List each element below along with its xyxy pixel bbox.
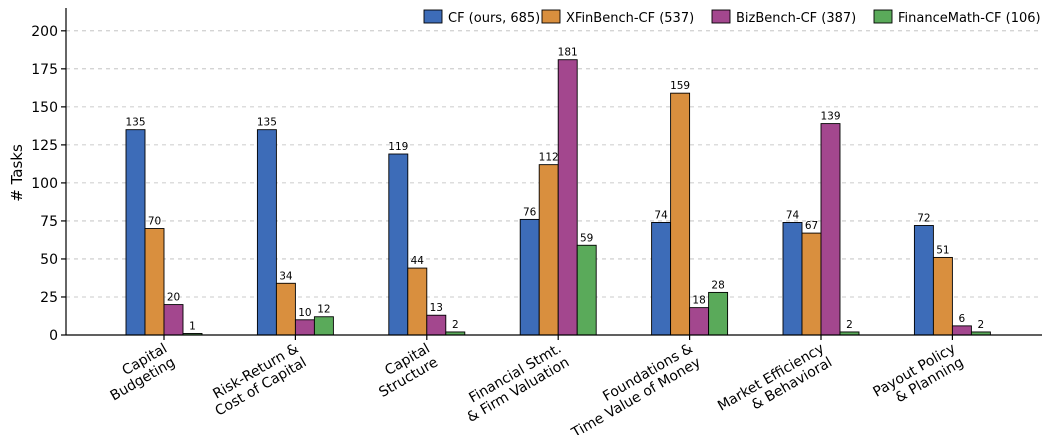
legend-item: CF (ours, 685) (423, 9, 540, 26)
category-label: Payout Policy& Planning (870, 341, 966, 407)
category-label-line: Time Value of Money (568, 354, 703, 435)
bar (689, 307, 710, 336)
bar (670, 92, 691, 336)
axes (65, 8, 1042, 340)
bar (651, 222, 672, 336)
bars (125, 59, 991, 336)
legend-swatch (423, 9, 443, 24)
category-label: Financial Stmt.& Firm Valuation (464, 341, 572, 426)
bar-value-label: 2 (978, 319, 985, 331)
legend-label: BizBench-CF (387) (736, 11, 856, 26)
bar (913, 225, 934, 336)
y-tick-label: 75 (40, 214, 58, 230)
legend-item: FinanceMath-CF (106) (873, 9, 1041, 26)
bar (801, 232, 822, 336)
bar-value-label: 28 (711, 279, 724, 291)
bar-value-label: 67 (805, 220, 818, 232)
category-label: Market Efficiency& Behavioral (715, 341, 835, 415)
bar (820, 123, 841, 336)
bar-value-label: 34 (279, 270, 293, 282)
bar (388, 153, 409, 336)
bar (144, 228, 165, 336)
bar-value-label: 18 (692, 295, 705, 307)
legend-swatch (873, 9, 893, 24)
bar (519, 218, 540, 336)
y-tick-label: 25 (40, 290, 58, 306)
bar-value-label: 6 (959, 313, 966, 325)
y-ticks: 0 25 50 75 100 125 150 175 200 (31, 24, 66, 344)
bar (313, 316, 334, 336)
y-tick-label: 150 (31, 100, 58, 116)
bar (275, 282, 296, 336)
bar (951, 325, 972, 336)
bar-value-label: 20 (167, 292, 180, 304)
bar (932, 256, 953, 336)
legend: CF (ours, 685) XFinBench-CF (537) BizBench… (423, 9, 1041, 26)
y-tick-label: 100 (31, 176, 58, 192)
bar-value-label: 72 (917, 212, 930, 224)
bar-value-label: 119 (388, 141, 408, 153)
bar (538, 164, 559, 336)
bar-value-label: 2 (846, 319, 853, 331)
bar-value-label: 12 (317, 304, 330, 316)
legend-item: XFinBench-CF (537) (541, 9, 694, 26)
bar-value-label: 2 (452, 319, 459, 331)
bar-value-label: 70 (148, 216, 161, 228)
legend-swatch (541, 9, 561, 24)
bar (407, 267, 428, 336)
legend-item: BizBench-CF (387) (711, 9, 856, 26)
bar (708, 291, 729, 336)
y-tick-label: 175 (31, 62, 58, 78)
y-tick-label: 125 (31, 138, 58, 154)
bar (426, 314, 447, 336)
bar-value-label: 44 (411, 255, 425, 267)
bar-value-label: 112 (539, 152, 559, 164)
bar (125, 129, 146, 336)
bar-value-label: 10 (298, 307, 311, 319)
legend-label: CF (ours, 685) (448, 11, 540, 26)
bar (294, 319, 315, 336)
bar-value-labels: 135 70 20 1 135 34 10 12 119 44 13 2 76 112 181 59 74 159… (125, 47, 984, 333)
bar (163, 304, 184, 336)
y-tick-label: 200 (31, 24, 58, 40)
bar-value-label: 139 (820, 111, 840, 123)
y-tick-label: 50 (40, 252, 58, 268)
bar (256, 129, 277, 336)
bar-value-label: 59 (580, 232, 593, 244)
legend-swatch (711, 9, 731, 24)
bar-value-label: 159 (670, 80, 690, 92)
bar-value-label: 181 (558, 47, 578, 59)
bar-value-label: 74 (786, 209, 800, 221)
y-axis-label: # Tasks (8, 144, 26, 202)
legend-label: FinanceMath-CF (106) (898, 11, 1041, 26)
bar (557, 59, 578, 336)
bar (576, 244, 597, 336)
bar-value-label: 74 (654, 209, 668, 221)
category-label: Risk-Return &Cost of Capital (210, 341, 309, 420)
bar-value-label: 1 (189, 320, 196, 332)
bar (782, 222, 803, 336)
category-label: Foundations &Time Value of Money (568, 341, 703, 435)
bar-value-label: 135 (257, 117, 277, 129)
legend-label: XFinBench-CF (537) (566, 11, 694, 26)
bar-value-label: 13 (430, 302, 443, 314)
bar-value-label: 76 (523, 206, 537, 218)
bar-value-label: 135 (125, 117, 145, 129)
y-tick-label: 0 (49, 328, 58, 344)
bar-value-label: 51 (936, 244, 949, 256)
